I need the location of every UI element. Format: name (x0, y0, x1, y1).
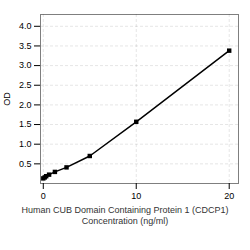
svg-text:0: 0 (41, 191, 46, 201)
svg-text:2.0: 2.0 (19, 100, 32, 110)
svg-text:20: 20 (224, 191, 234, 201)
svg-text:2.5: 2.5 (19, 80, 32, 90)
svg-text:10: 10 (131, 191, 141, 201)
svg-text:3.0: 3.0 (19, 60, 32, 70)
svg-text:1.5: 1.5 (19, 119, 32, 129)
svg-text:1.0: 1.0 (19, 139, 32, 149)
svg-text:OD: OD (2, 92, 12, 106)
svg-text:3.5: 3.5 (19, 41, 32, 51)
html-text:Human CUB Domain Containing Pr: Human CUB Domain Containing Protein 1 (C… (21, 205, 229, 215)
svg-text:4.0: 4.0 (19, 21, 32, 31)
svg-text:0.5: 0.5 (19, 159, 32, 169)
html-text:Concentration (ng/ml): Concentration (ng/ml) (81, 216, 169, 226)
